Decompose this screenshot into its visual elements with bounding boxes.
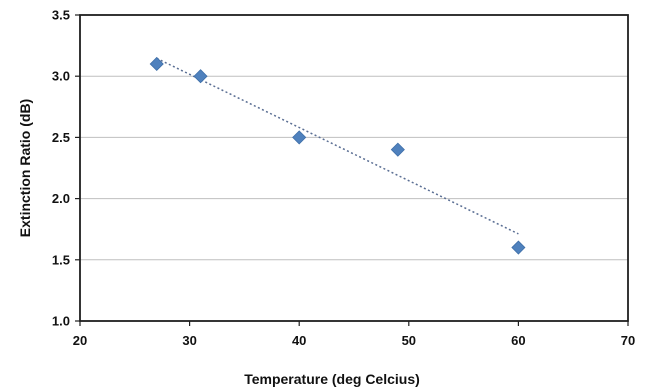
data-point: [511, 240, 526, 255]
y-axis-ticks: 1.0 1.5 2.0 2.5 3.0 3.5: [52, 8, 80, 329]
y-tick-label: 2.0: [52, 191, 70, 206]
data-point: [149, 56, 164, 72]
y-tick-label: 3.0: [52, 69, 70, 84]
y-axis-title: Extinction Ratio (dB): [17, 99, 33, 237]
y-tick-label: 2.5: [52, 130, 70, 145]
y-tick-label: 3.5: [52, 8, 70, 23]
data-points: [149, 56, 526, 255]
data-point: [390, 142, 405, 157]
linear-trendline: [156, 57, 519, 235]
gridlines: [80, 75, 628, 261]
x-axis-title: Temperature (deg Celcius): [244, 371, 420, 387]
x-tick-label: 20: [73, 333, 87, 348]
x-tick-label: 30: [182, 333, 196, 348]
x-axis-ticks: 20 30 40 50 60 70: [73, 321, 635, 348]
x-tick-label: 50: [402, 333, 416, 348]
x-tick-label: 60: [511, 333, 525, 348]
data-point: [193, 69, 208, 84]
x-tick-label: 40: [292, 333, 306, 348]
x-tick-label: 70: [621, 333, 635, 348]
data-point: [292, 130, 307, 145]
plot-area-frame: [79, 14, 629, 322]
y-tick-label: 1.5: [52, 252, 70, 267]
y-tick-label: 1.0: [52, 314, 70, 329]
